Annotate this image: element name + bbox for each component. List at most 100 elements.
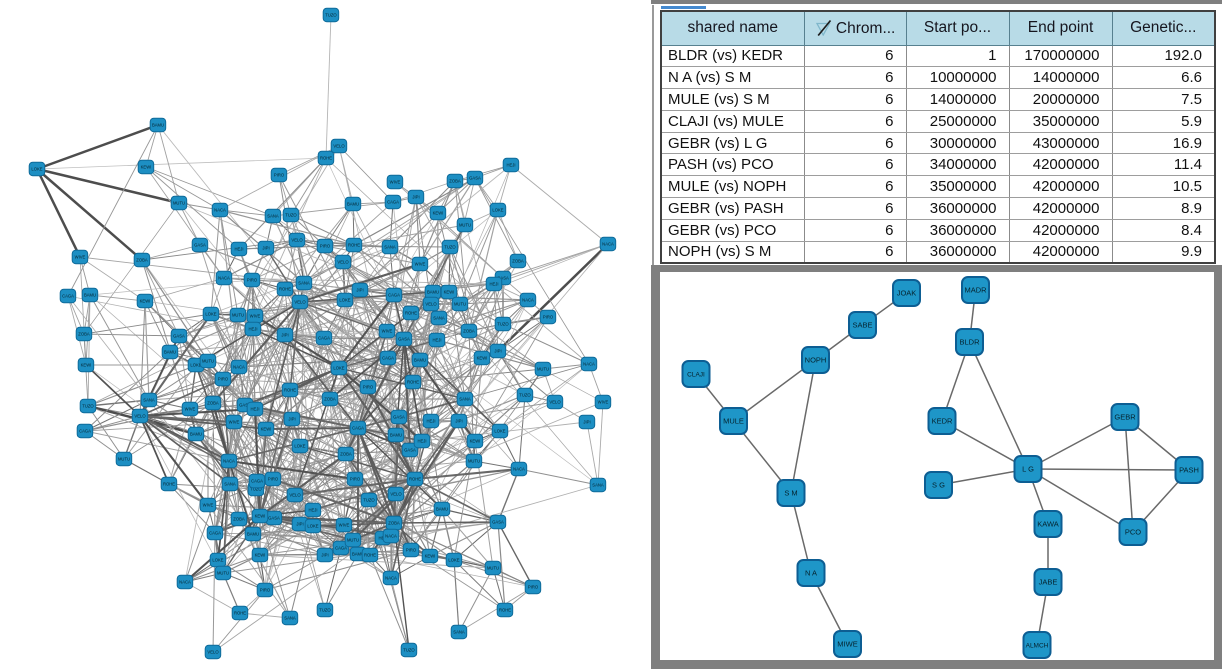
svg-text:CAGA: CAGA — [382, 356, 394, 361]
svg-text:CAGA: CAGA — [251, 479, 263, 484]
svg-text:ZOBA: ZOBA — [512, 259, 524, 264]
svg-text:BLDR: BLDR — [959, 338, 980, 347]
svg-text:KEWI: KEWI — [477, 356, 488, 361]
svg-text:HEJI: HEJI — [489, 282, 498, 287]
svg-text:LOKE: LOKE — [31, 167, 42, 172]
svg-text:VELO: VELO — [294, 300, 306, 305]
svg-text:WIVE: WIVE — [250, 314, 261, 319]
svg-text:VELO: VELO — [291, 238, 303, 243]
svg-text:SANA: SANA — [453, 630, 465, 635]
svg-text:PIRO: PIRO — [218, 377, 229, 382]
svg-text:WIVE: WIVE — [415, 262, 426, 267]
svg-text:BAMU: BAMU — [427, 290, 439, 295]
svg-text:ZOBA: ZOBA — [449, 179, 461, 184]
svg-text:GASA: GASA — [268, 516, 280, 521]
svg-text:SANA: SANA — [224, 482, 236, 487]
svg-text:GASA: GASA — [239, 403, 251, 408]
svg-text:LOKE: LOKE — [448, 558, 459, 563]
svg-text:GASA: GASA — [173, 334, 185, 339]
svg-text:KEWI: KEWI — [81, 363, 92, 368]
svg-text:LOKE: LOKE — [494, 429, 505, 434]
svg-text:KEWI: KEWI — [425, 554, 436, 559]
svg-text:PASH: PASH — [1179, 466, 1199, 475]
svg-text:KEDR: KEDR — [932, 417, 953, 426]
svg-text:CAGA: CAGA — [318, 336, 330, 341]
svg-text:CAGA: CAGA — [335, 546, 347, 551]
svg-text:JIPI: JIPI — [296, 522, 303, 527]
svg-text:VELO: VELO — [207, 650, 219, 655]
svg-text:TUZO: TUZO — [403, 648, 415, 653]
svg-text:HEJI: HEJI — [432, 338, 441, 343]
svg-text:GASA: GASA — [194, 243, 206, 248]
svg-text:PIRO: PIRO — [406, 548, 417, 553]
svg-text:HEJI: HEJI — [417, 439, 426, 444]
svg-text:BAMU: BAMU — [152, 123, 164, 128]
svg-text:VELO: VELO — [425, 302, 437, 307]
svg-text:MUTU: MUTU — [173, 201, 185, 206]
svg-text:GASA: GASA — [393, 415, 405, 420]
svg-text:BAMU: BAMU — [84, 293, 96, 298]
svg-text:NACA: NACA — [179, 580, 191, 585]
svg-text:WIVE: WIVE — [229, 420, 240, 425]
svg-text:NACA: NACA — [233, 365, 245, 370]
svg-text:PIRO: PIRO — [350, 477, 361, 482]
svg-text:ROHE: ROHE — [163, 482, 175, 487]
svg-text:MULE: MULE — [723, 417, 744, 426]
svg-text:SANA: SANA — [143, 398, 155, 403]
svg-text:NACA: NACA — [223, 459, 235, 464]
svg-text:CAGA: CAGA — [352, 426, 364, 431]
svg-text:JIPI: JIPI — [455, 419, 462, 424]
svg-text:TUZO: TUZO — [319, 608, 331, 613]
svg-text:VELO: VELO — [134, 414, 146, 419]
svg-text:TUZO: TUZO — [250, 487, 262, 492]
svg-text:KEWI: KEWI — [140, 299, 151, 304]
svg-text:HEJI: HEJI — [248, 327, 257, 332]
svg-text:MUTU: MUTU — [468, 459, 480, 464]
svg-text:KEWI: KEWI — [255, 553, 266, 558]
svg-text:SANA: SANA — [459, 397, 471, 402]
svg-text:GASA: GASA — [469, 176, 481, 181]
svg-text:ZOBA: ZOBA — [233, 517, 245, 522]
svg-text:LOKE: LOKE — [205, 312, 216, 317]
svg-text:ROHE: ROHE — [364, 553, 376, 558]
svg-text:HEJI: HEJI — [308, 508, 317, 513]
svg-text:SANA: SANA — [284, 616, 296, 621]
svg-text:HEJI: HEJI — [506, 163, 515, 168]
svg-text:CAGA: CAGA — [387, 200, 399, 205]
svg-text:TUZO: TUZO — [497, 322, 509, 327]
svg-text:GASA: GASA — [497, 276, 509, 281]
svg-text:SANA: SANA — [384, 245, 396, 250]
svg-text:ZOBA: ZOBA — [136, 258, 148, 263]
svg-text:GEBR: GEBR — [1114, 413, 1136, 422]
svg-text:ZOBA: ZOBA — [207, 401, 219, 406]
svg-text:KEWI: KEWI — [141, 165, 152, 170]
svg-text:VELO: VELO — [333, 144, 345, 149]
svg-text:L G: L G — [1022, 465, 1034, 474]
svg-text:S M: S M — [784, 489, 797, 498]
svg-text:ZOBA: ZOBA — [388, 521, 400, 526]
svg-text:MUTU: MUTU — [537, 367, 549, 372]
svg-text:ALMCH: ALMCH — [1026, 643, 1049, 650]
svg-text:WIVE: WIVE — [75, 255, 86, 260]
svg-text:JIPI: JIPI — [288, 417, 295, 422]
svg-text:GASA: GASA — [492, 520, 504, 525]
svg-text:TUZO: TUZO — [519, 393, 531, 398]
svg-text:NOPH: NOPH — [805, 356, 827, 365]
svg-text:HEJI: HEJI — [250, 407, 259, 412]
svg-text:SANA: SANA — [298, 281, 310, 286]
svg-text:MUTU: MUTU — [347, 538, 359, 543]
svg-text:LOKE: LOKE — [212, 558, 223, 563]
svg-text:WIVE: WIVE — [185, 407, 196, 412]
svg-text:WIVE: WIVE — [390, 180, 401, 185]
svg-text:MIWE: MIWE — [837, 640, 857, 649]
svg-text:ROHE: ROHE — [320, 156, 332, 161]
svg-text:NACA: NACA — [385, 576, 397, 581]
svg-text:BAMU: BAMU — [390, 433, 402, 438]
svg-text:LOKE: LOKE — [190, 363, 201, 368]
svg-text:JIPI: JIPI — [583, 420, 590, 425]
svg-text:ROHE: ROHE — [407, 380, 419, 385]
svg-text:ROHE: ROHE — [234, 611, 246, 616]
svg-text:KEWI: KEWI — [433, 211, 444, 216]
svg-text:LOKE: LOKE — [307, 524, 318, 529]
svg-text:PIRO: PIRO — [543, 315, 554, 320]
